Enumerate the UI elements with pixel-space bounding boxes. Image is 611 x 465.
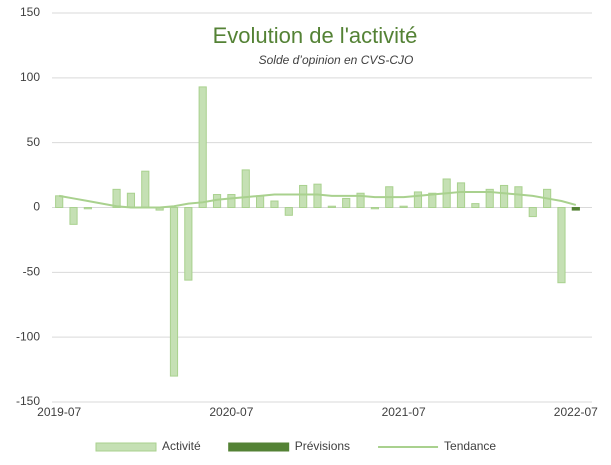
bar: [313, 183, 322, 209]
bar: [241, 169, 250, 208]
y-tick-label: 50: [27, 135, 41, 149]
bar: [471, 203, 480, 209]
x-tick-label: 2021-07: [382, 405, 426, 419]
legend-swatch: [95, 442, 157, 452]
bar: [184, 207, 193, 281]
y-tick-label: 100: [20, 70, 40, 84]
y-tick-label: -50: [23, 265, 41, 279]
bar: [69, 207, 78, 225]
y-tick-label: -150: [16, 394, 40, 408]
bar: [370, 207, 379, 210]
y-tick-label: 0: [33, 200, 40, 214]
bar: [299, 184, 308, 208]
bar: [327, 205, 336, 209]
bar: [428, 192, 437, 208]
legend-swatch: [228, 442, 290, 452]
bar: [83, 207, 92, 210]
y-tick-label: 150: [20, 5, 40, 19]
bar: [413, 191, 423, 209]
x-tick-label: 2019-07: [37, 405, 81, 419]
bar: [571, 207, 580, 211]
chart-title: Evolution de l'activité: [213, 23, 418, 48]
bar: [499, 184, 509, 208]
bar: [227, 194, 236, 209]
bar: [342, 197, 351, 209]
bar: [514, 186, 523, 208]
bar: [284, 207, 293, 216]
x-tick-label: 2020-07: [209, 405, 253, 419]
bar: [141, 170, 150, 208]
y-tick-label: -100: [16, 329, 40, 343]
bar: [557, 207, 566, 284]
bar: [198, 86, 207, 208]
chart-subtitle: Solde d’opinion en CVS-CJO: [259, 53, 414, 67]
bar: [356, 192, 365, 208]
bar: [55, 195, 64, 209]
bar: [456, 182, 466, 208]
bar: [485, 188, 494, 208]
bar: [126, 192, 136, 208]
bar: [256, 195, 265, 209]
legend-label: Activité: [162, 439, 201, 453]
legend-label: Prévisions: [295, 439, 350, 453]
bar: [169, 207, 179, 377]
bar: [270, 200, 279, 208]
bar: [112, 188, 121, 208]
trend-line: [58, 190, 577, 209]
legend-label: Tendance: [444, 439, 496, 453]
bar: [528, 207, 537, 218]
x-tick-label: 2022-07: [554, 405, 598, 419]
bar: [399, 205, 408, 209]
